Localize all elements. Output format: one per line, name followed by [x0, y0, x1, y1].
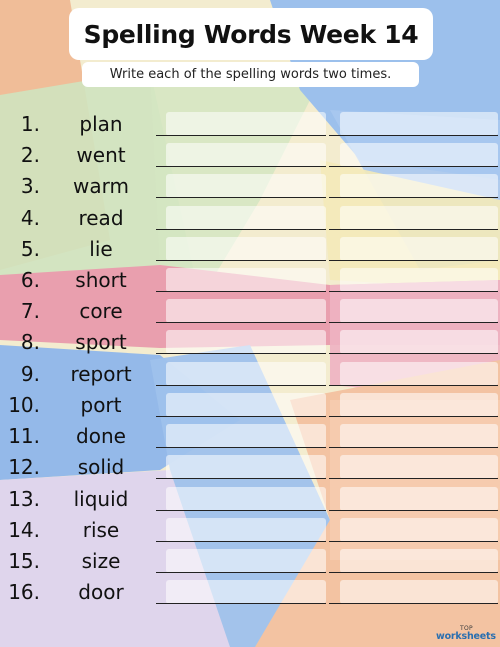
- writing-line-2[interactable]: [329, 455, 498, 481]
- page-title: Spelling Words Week 14: [83, 19, 419, 49]
- writing-line-2[interactable]: [329, 330, 498, 356]
- word-row: 2. went: [0, 141, 500, 172]
- word-row: 9. report: [0, 360, 500, 391]
- spelling-word: rise: [82, 518, 120, 542]
- word-number: 2.: [20, 143, 40, 167]
- writing-line-2[interactable]: [329, 424, 498, 450]
- bg-shape-green-left: [0, 70, 200, 300]
- writing-line-1[interactable]: [156, 268, 326, 294]
- writing-line-1[interactable]: [156, 362, 326, 388]
- writing-line-1[interactable]: [156, 580, 326, 606]
- writing-line-1[interactable]: [156, 174, 326, 200]
- writing-line-2[interactable]: [329, 518, 498, 544]
- logo-top-text: TOP: [460, 625, 473, 632]
- spelling-word: core: [79, 299, 123, 323]
- spelling-word: went: [76, 143, 126, 167]
- logo-bottom-text: worksheets: [436, 631, 496, 642]
- word-number: 16.: [8, 580, 40, 604]
- word-row: 4. read: [0, 204, 500, 235]
- word-row: 13. liquid: [0, 485, 500, 516]
- title-banner: Spelling Words Week 14: [69, 8, 433, 60]
- writing-line-1[interactable]: [156, 393, 326, 419]
- spelling-word: port: [80, 393, 122, 417]
- word-number: 8.: [20, 330, 40, 354]
- writing-line-2[interactable]: [329, 580, 498, 606]
- instructions-text: Write each of the spelling words two tim…: [109, 67, 392, 82]
- word-row: 15. size: [0, 547, 500, 578]
- writing-line-1[interactable]: [156, 143, 326, 169]
- writing-line-1[interactable]: [156, 518, 326, 544]
- spelling-word: lie: [89, 237, 113, 261]
- writing-line-2[interactable]: [329, 487, 498, 513]
- writing-line-2[interactable]: [329, 143, 498, 169]
- word-row: 10. port: [0, 391, 500, 422]
- spelling-word: liquid: [73, 487, 129, 511]
- writing-line-1[interactable]: [156, 330, 326, 356]
- word-row: 1. plan: [0, 110, 500, 141]
- word-row: 6. short: [0, 266, 500, 297]
- word-number: 14.: [8, 518, 40, 542]
- spelling-word: size: [81, 549, 121, 573]
- writing-line-1[interactable]: [156, 455, 326, 481]
- word-row: 12. solid: [0, 453, 500, 484]
- writing-line-2[interactable]: [329, 268, 498, 294]
- word-number: 12.: [8, 455, 40, 479]
- word-number: 9.: [20, 362, 40, 386]
- writing-line-1[interactable]: [156, 549, 326, 575]
- spelling-word: door: [78, 580, 124, 604]
- word-number: 10.: [8, 393, 40, 417]
- top-worksheets-logo: TOP worksheets: [436, 625, 496, 643]
- spelling-word: done: [76, 424, 126, 448]
- writing-line-2[interactable]: [329, 237, 498, 263]
- writing-line-1[interactable]: [156, 487, 326, 513]
- word-number: 4.: [20, 206, 40, 230]
- writing-line-2[interactable]: [329, 206, 498, 232]
- spelling-word: sport: [75, 330, 127, 354]
- writing-line-2[interactable]: [329, 174, 498, 200]
- instructions-banner: Write each of the spelling words two tim…: [82, 62, 419, 87]
- word-row: 11. done: [0, 422, 500, 453]
- word-number: 3.: [20, 174, 40, 198]
- word-number: 15.: [8, 549, 40, 573]
- spelling-word: warm: [73, 174, 129, 198]
- word-number: 11.: [8, 424, 40, 448]
- spelling-word: plan: [79, 112, 123, 136]
- writing-line-1[interactable]: [156, 424, 326, 450]
- writing-line-2[interactable]: [329, 112, 498, 138]
- writing-line-2[interactable]: [329, 362, 498, 388]
- writing-line-2[interactable]: [329, 299, 498, 325]
- word-row: 7. core: [0, 297, 500, 328]
- word-number: 7.: [20, 299, 40, 323]
- spelling-word: short: [75, 268, 127, 292]
- word-row: 14. rise: [0, 516, 500, 547]
- spelling-word: read: [78, 206, 124, 230]
- writing-line-1[interactable]: [156, 237, 326, 263]
- word-row: 5. lie: [0, 235, 500, 266]
- word-number: 6.: [20, 268, 40, 292]
- spelling-word: report: [70, 362, 132, 386]
- writing-line-2[interactable]: [329, 393, 498, 419]
- word-number: 5.: [20, 237, 40, 261]
- word-row: 16. door: [0, 578, 500, 609]
- writing-line-2[interactable]: [329, 549, 498, 575]
- spelling-word: solid: [77, 455, 125, 479]
- word-number: 1.: [20, 112, 40, 136]
- word-row: 3. warm: [0, 172, 500, 203]
- writing-line-1[interactable]: [156, 299, 326, 325]
- writing-line-1[interactable]: [156, 206, 326, 232]
- writing-line-1[interactable]: [156, 112, 326, 138]
- word-row: 8. sport: [0, 328, 500, 359]
- word-number: 13.: [8, 487, 40, 511]
